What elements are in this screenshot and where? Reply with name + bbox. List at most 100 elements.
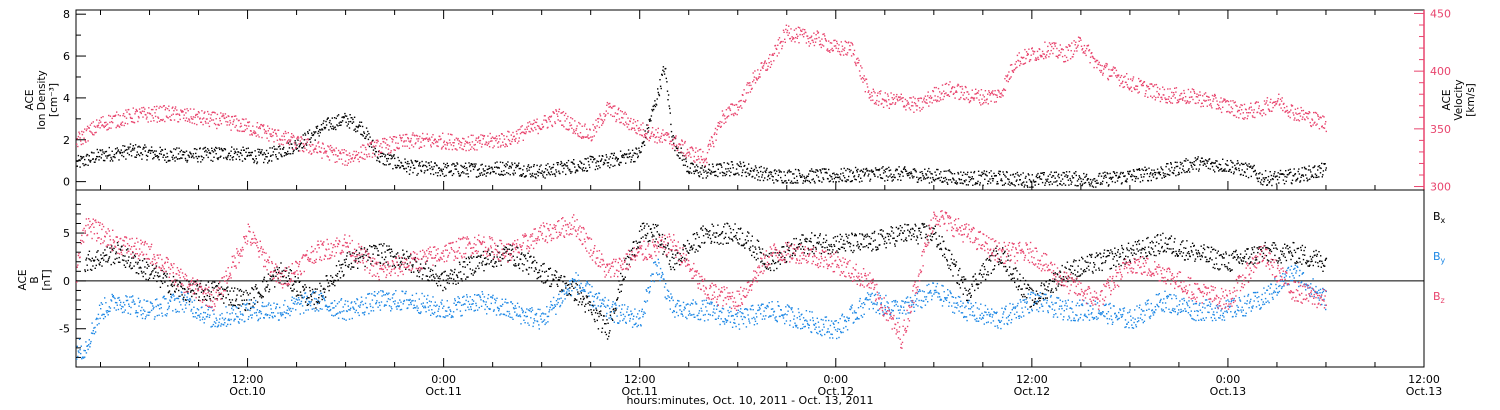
density-point <box>1246 168 1248 170</box>
velocity-point <box>325 152 327 154</box>
velocity-point <box>98 119 101 122</box>
density-point <box>1212 169 1215 171</box>
velocity-point <box>1226 100 1228 102</box>
density-point <box>1028 174 1030 176</box>
velocity-point <box>159 105 161 108</box>
density-point <box>207 156 209 159</box>
velocity-point <box>1067 49 1069 51</box>
density-point <box>247 147 249 149</box>
velocity-point <box>959 98 961 100</box>
density-point <box>605 154 607 156</box>
velocity-point <box>305 138 307 141</box>
velocity-point <box>1202 105 1204 107</box>
velocity-point <box>535 128 537 131</box>
velocity-point <box>486 144 488 146</box>
velocity-point <box>919 110 921 112</box>
density-point <box>321 128 323 130</box>
velocity-point <box>254 131 256 133</box>
velocity-point <box>366 156 368 158</box>
bx-point <box>225 297 227 299</box>
velocity-point <box>667 133 670 135</box>
density-point <box>1020 183 1023 185</box>
velocity-point <box>463 138 465 140</box>
velocity-point <box>506 145 508 147</box>
density-point <box>531 172 534 175</box>
velocity-point <box>557 119 559 121</box>
density-point <box>570 161 573 163</box>
density-point <box>399 166 402 168</box>
density-point <box>936 177 939 180</box>
velocity-point <box>1257 101 1259 103</box>
velocity-point <box>189 121 191 123</box>
density-point <box>825 168 827 170</box>
density-point <box>914 169 917 172</box>
velocity-point <box>578 121 580 124</box>
density-point <box>463 165 466 167</box>
velocity-point <box>295 146 297 148</box>
density-point <box>331 127 333 130</box>
density-point <box>267 162 269 164</box>
velocity-point <box>178 114 181 116</box>
velocity-point <box>607 103 610 105</box>
bx-point <box>235 300 237 302</box>
density-point <box>289 153 292 155</box>
density-point <box>207 148 209 150</box>
density-point <box>472 168 475 171</box>
density-point <box>1207 167 1210 170</box>
density-point <box>296 147 299 150</box>
density-point <box>1110 176 1112 179</box>
velocity-point <box>404 145 406 147</box>
density-point <box>519 167 522 170</box>
velocity-point <box>550 116 552 118</box>
density-point <box>1091 185 1094 187</box>
velocity-point <box>921 101 924 103</box>
bx-point <box>88 250 91 252</box>
density-point <box>1223 169 1225 171</box>
bx-point <box>243 299 246 301</box>
density-point <box>1009 184 1011 186</box>
density-point <box>263 161 265 164</box>
density-point <box>917 181 919 183</box>
velocity-point <box>1229 112 1231 114</box>
density-point <box>215 146 217 149</box>
velocity-point <box>1242 117 1244 120</box>
velocity-point <box>1045 57 1047 59</box>
density-point <box>704 165 706 168</box>
velocity-point <box>1313 122 1315 124</box>
velocity-point <box>442 132 444 134</box>
velocity-point <box>914 97 916 100</box>
velocity-point <box>955 90 957 92</box>
velocity-point <box>458 140 460 142</box>
velocity-point <box>705 157 707 160</box>
bx-point <box>327 282 330 284</box>
density-point <box>181 157 183 159</box>
density-point <box>166 152 168 155</box>
velocity-point <box>536 125 539 127</box>
velocity-point <box>764 61 766 63</box>
velocity-point <box>812 39 814 41</box>
density-point <box>845 180 848 183</box>
velocity-point <box>1130 78 1132 80</box>
density-point <box>340 124 342 126</box>
bx-point <box>288 272 290 274</box>
velocity-point <box>1072 53 1075 55</box>
velocity-point <box>817 32 819 34</box>
velocity-point <box>119 115 121 117</box>
density-point <box>97 151 100 154</box>
density-point <box>1038 176 1040 179</box>
density-point <box>1176 165 1179 168</box>
bx-point <box>161 282 164 285</box>
velocity-point <box>265 130 267 133</box>
velocity-point <box>490 137 492 140</box>
velocity-point <box>1216 100 1218 102</box>
velocity-point <box>411 134 414 136</box>
bx-point <box>298 281 300 283</box>
density-point <box>150 146 153 148</box>
velocity-point <box>1302 109 1305 112</box>
density-point <box>1231 166 1234 168</box>
velocity-point <box>822 33 824 36</box>
density-point <box>668 105 670 107</box>
density-point <box>595 162 597 164</box>
velocity-point <box>414 143 416 145</box>
density-point <box>737 172 739 174</box>
